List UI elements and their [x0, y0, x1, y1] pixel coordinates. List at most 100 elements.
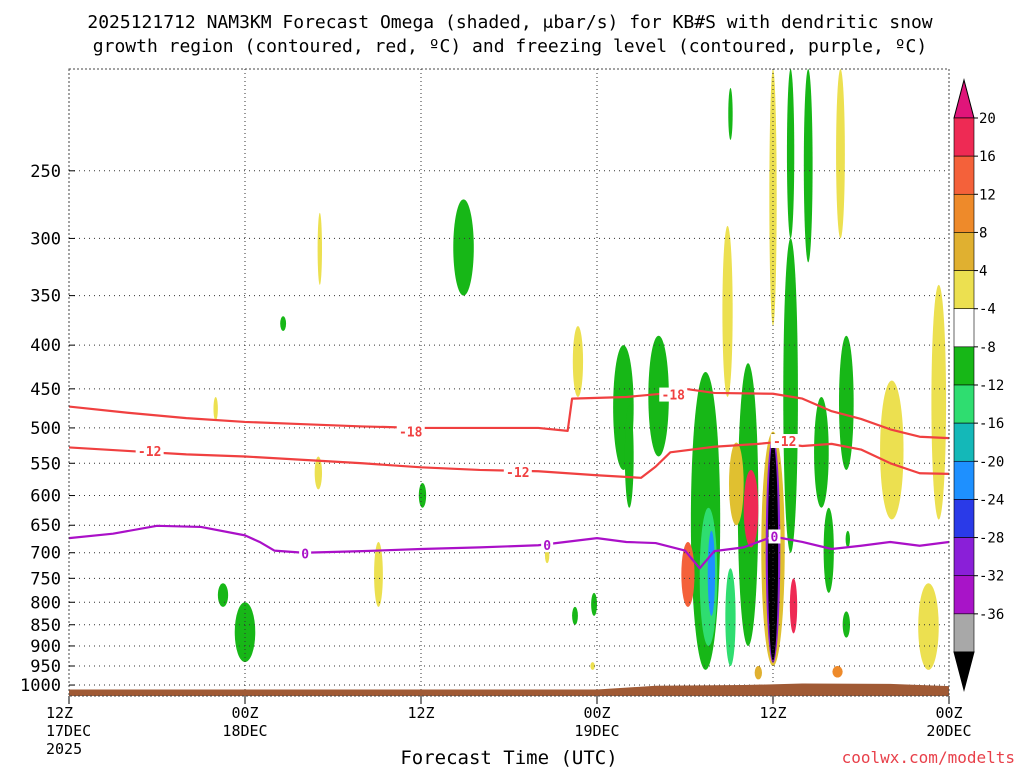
omega-cell-14	[839, 335, 854, 470]
colorbar-swatch-12	[953, 575, 975, 615]
colorbar-label-11: -28	[979, 531, 1004, 547]
omega-cell-33	[572, 326, 584, 397]
colorbar-swatch-6	[953, 346, 975, 386]
colorbar-swatch-9	[953, 460, 975, 500]
y-tick-label-1000: 1000	[20, 676, 61, 696]
omega-cell-31	[453, 199, 474, 296]
omega-cell-16	[832, 666, 843, 678]
contour-label-1-0: -12	[138, 445, 161, 460]
omega-cell-34	[217, 583, 229, 607]
omega-cell-44	[590, 662, 595, 670]
contour-label-2-1: 0	[543, 539, 551, 554]
omega-cell-11	[789, 578, 798, 634]
omega-cell-23	[786, 69, 795, 239]
terrain-fill	[69, 683, 949, 696]
x-tick-label-60-0: 00Z	[935, 704, 962, 722]
colorbar-label-7: -12	[979, 378, 1004, 394]
chart-title-line2: growth region (contoured, red, ºC) and f…	[93, 36, 927, 57]
omega-cell-29	[728, 88, 733, 140]
omega-cell-13	[823, 507, 834, 593]
omega-cell-36	[280, 316, 287, 331]
omega-cell-35	[234, 602, 256, 663]
omega-cell-25	[836, 69, 845, 239]
colorbar-label-13: -36	[979, 607, 1004, 623]
contour-label-bg	[396, 424, 425, 439]
contour-freezing-2	[69, 524, 949, 570]
colorbar-label-12: -32	[979, 569, 1004, 585]
omega-cell-19	[648, 335, 669, 457]
contour-label-bg	[503, 464, 532, 479]
contour-label-0-0: -18	[399, 426, 423, 441]
colorbar-label-10: -24	[979, 492, 1004, 508]
colorbar-label-5: -4	[979, 302, 996, 318]
y-tick-label-250: 250	[30, 162, 61, 182]
omega-cell-17	[754, 666, 762, 680]
contour-lines: -18 -18 -12 -12 -12 0 0 0	[69, 387, 949, 570]
contour-label-bg	[299, 546, 312, 561]
omega-cell-37	[314, 456, 323, 490]
omega-cell-38	[317, 212, 322, 285]
credit-text: coolwx.com/modelts	[842, 748, 1015, 767]
contour-label-0-1: -18	[662, 389, 686, 404]
omega-cell-9	[743, 469, 759, 548]
plot-frame	[68, 68, 950, 697]
contour-dgz-0	[69, 387, 949, 440]
omega-cell-45	[845, 530, 850, 548]
omega-cell-32	[572, 606, 578, 625]
colorbar-label-2: 12	[979, 187, 996, 203]
y-tick-label-400: 400	[30, 336, 61, 356]
y-tick-label-500: 500	[30, 419, 61, 439]
colorbar-bottom-arrow	[953, 651, 975, 692]
y-tick-label-600: 600	[30, 487, 61, 507]
omega-cell-30	[729, 442, 744, 526]
omega-cell-24	[803, 69, 813, 263]
y-tick-label-750: 750	[30, 569, 61, 589]
omega-cell-20	[624, 404, 634, 508]
omega-cell-6	[681, 541, 695, 607]
omega-cell-12	[814, 396, 829, 508]
y-tick-label-900: 900	[30, 637, 61, 657]
colorbar-swatch-7	[953, 384, 975, 424]
colorbar-label-1: 16	[979, 149, 996, 165]
x-tick-label-48-0: 12Z	[759, 704, 786, 722]
x-tick-label-0-2: 2025	[46, 740, 82, 758]
y-tick-label-850: 850	[30, 616, 61, 636]
omega-cell-15	[842, 611, 850, 638]
colorbar: 20 16 12 8 4 -4 -8 -12 -16 -20 -24 -28 -32 -36	[953, 78, 1004, 692]
omega-cell-2	[767, 442, 779, 661]
omega-shading	[213, 69, 947, 680]
omega-cell-42	[213, 396, 218, 421]
omega-cell-41	[591, 592, 597, 616]
colorbar-swatch-13	[953, 613, 975, 653]
contour-label-bg	[541, 538, 554, 553]
contour-label-bg	[768, 529, 781, 544]
colorbar-top-arrow	[953, 78, 975, 119]
colorbar-label-9: -20	[979, 454, 1004, 470]
colorbar-swatch-1	[953, 155, 975, 195]
contour-label-2-2: 0	[771, 530, 779, 545]
contour-label-1-1: -12	[506, 466, 529, 481]
colorbar-swatch-8	[953, 422, 975, 462]
chart-title-line1: 2025121712 NAM3KM Forecast Omega (shaded…	[87, 12, 932, 33]
y-tick-label-950: 950	[30, 657, 61, 677]
omega-cell-5	[707, 530, 716, 616]
y-tick-label-800: 800	[30, 593, 61, 613]
omega-cell-28	[918, 583, 939, 670]
y-tick-label-450: 450	[30, 380, 61, 400]
colorbar-swatch-5	[953, 308, 975, 348]
colorbar-swatch-2	[953, 193, 975, 233]
contour-label-bg	[770, 434, 799, 449]
x-tick-label-0-1: 17DEC	[46, 722, 91, 740]
omega-cell-27	[931, 284, 947, 520]
x-tick-label-36-1: 19DEC	[574, 722, 619, 740]
omega-cell-39	[374, 541, 383, 607]
colorbar-label-3: 8	[979, 225, 987, 241]
colorbar-swatch-10	[953, 499, 975, 538]
omega-cell-21	[722, 225, 733, 397]
colorbar-label-0: 20	[979, 111, 996, 127]
y-tick-label-700: 700	[30, 544, 61, 564]
x-axis-label: Forecast Time (UTC)	[400, 747, 617, 768]
plot-area: -18 -18 -12 -12 -12 0 0 0	[69, 69, 949, 696]
y-tick-label-550: 550	[30, 454, 61, 474]
